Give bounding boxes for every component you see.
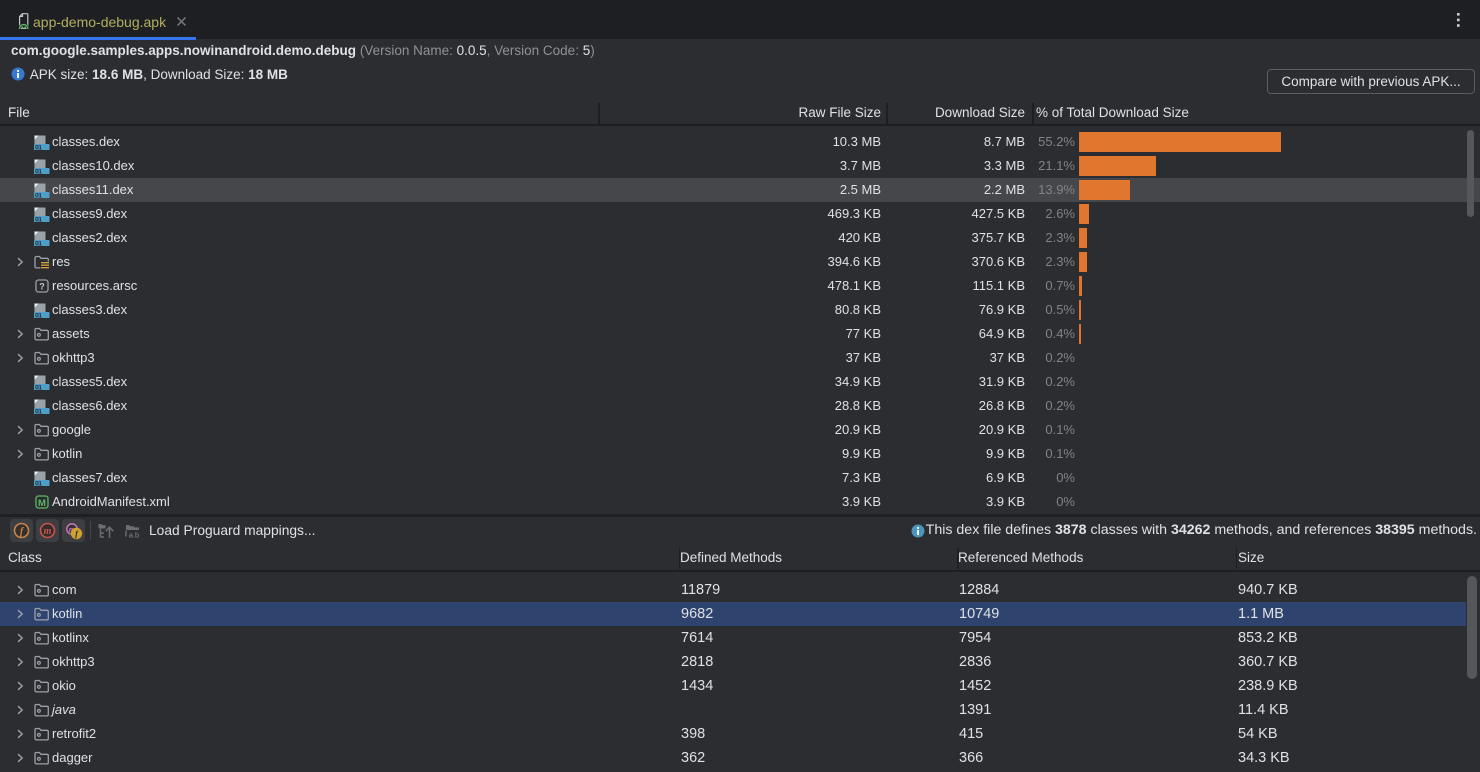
svg-text:m: m [69,525,75,534]
svg-text:f: f [75,529,79,539]
svg-text:a.b: a.b [129,531,139,540]
svg-text:f: f [20,526,25,537]
svg-text:m: m [44,526,52,537]
